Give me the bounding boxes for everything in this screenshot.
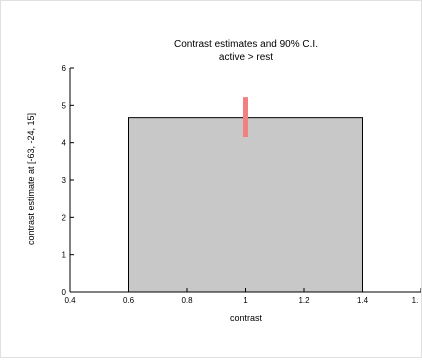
bar-chart: Contrast estimates and 90% C.I. active >… — [26, 39, 422, 323]
y-tick-label: 6 — [62, 64, 67, 73]
x-tick-label: 0.8 — [181, 296, 193, 305]
x-tick-label: 0.4 — [64, 296, 76, 305]
x-tick-label: 0.6 — [123, 296, 135, 305]
y-tick-label: 1 — [62, 251, 67, 260]
y-tick-label: 2 — [62, 213, 67, 222]
y-tick-label: 4 — [62, 139, 67, 148]
x-axis-label: contrast — [230, 313, 263, 323]
x-tick-label: 1.4 — [357, 296, 369, 305]
bar-0 — [128, 117, 363, 293]
x-tick-label: 1.2 — [298, 296, 310, 305]
y-tick-label: 0 — [62, 288, 67, 297]
y-tick-label: 3 — [62, 176, 67, 185]
chart-subtitle: active > rest — [219, 52, 273, 63]
chart-title: Contrast estimates and 90% C.I. — [174, 39, 318, 50]
y-tick-label: 5 — [62, 101, 67, 110]
x-tick-label: 1. — [412, 296, 419, 305]
y-axis-label: contrast estimate at [-63, -24, 15] — [26, 113, 36, 245]
x-tick-label: 1 — [243, 296, 248, 305]
